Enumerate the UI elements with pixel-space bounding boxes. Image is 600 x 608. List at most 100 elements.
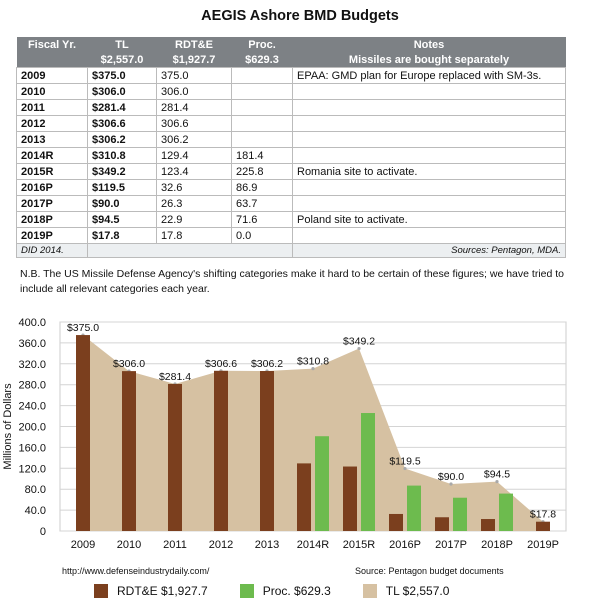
proc-bar (499, 493, 513, 531)
table-header-row: Fiscal Yr. TL RDT&E Proc. Notes (16, 37, 566, 52)
budget-chart: 0 40.0 80.0 120.0 160.0 200.0 240.0 280.0 320.0 3… (2, 317, 567, 551)
rdte-bar (122, 371, 136, 531)
cell-rdte: 129.4 (156, 147, 232, 164)
rdte-bar (260, 371, 274, 531)
table-row: 2016P $119.5 32.6 86.9 (16, 179, 566, 196)
table-footer-right: Sources: Pentagon, MDA. (292, 243, 566, 258)
rdte-bar (343, 466, 357, 531)
tl-point (495, 480, 499, 484)
x-tick-label: 2016P (389, 539, 421, 551)
tl-data-label: $310.8 (297, 356, 329, 368)
table-row: 2018P $94.5 22.9 71.6 Poland site to activat… (16, 211, 566, 228)
source-credit: Source: Pentagon budget documents (355, 566, 504, 576)
tl-point (357, 346, 361, 351)
cell-proc: 71.6 (231, 211, 293, 228)
legend-item-proc: Proc. $629.3 (239, 584, 331, 598)
header-rdte: RDT&E (156, 37, 232, 52)
tl-point (403, 466, 407, 471)
table-totals-row: $2,557.0 $1,927.7 $629.3 Missiles are bo… (16, 52, 566, 68)
cell-proc (231, 67, 293, 84)
cell-note (292, 195, 566, 212)
proc-bar (315, 436, 329, 531)
cell-fy: 2013 (16, 131, 88, 148)
cell-rdte: 17.8 (156, 227, 232, 244)
legend-label-rdte: RDT&E $1,927.7 (117, 584, 208, 598)
cell-proc: 86.9 (231, 179, 293, 196)
tl-data-label: $281.4 (159, 371, 191, 383)
cell-rdte: 306.0 (156, 83, 232, 100)
cell-tl: $349.2 (87, 163, 157, 180)
cell-proc (231, 115, 293, 132)
x-tick-label: 2019P (527, 539, 559, 551)
total-tl: $2,557.0 (87, 52, 157, 68)
header-notes: Notes (292, 37, 566, 52)
x-tick-label: 2017P (435, 539, 467, 551)
cell-proc: 225.8 (231, 163, 293, 180)
cell-fy: 2017P (16, 195, 88, 212)
tl-data-label: $119.5 (389, 456, 420, 468)
x-tick-label: 2009 (71, 539, 95, 551)
tl-data-label: $375.0 (67, 322, 99, 334)
y-tick-label: 320.0 (18, 359, 46, 371)
y-tick-label: 0 (40, 526, 46, 538)
page-title: AEGIS Ashore BMD Budgets (201, 8, 399, 24)
cell-proc (231, 131, 293, 148)
header-proc: Proc. (231, 37, 293, 52)
rdte-bar (297, 463, 311, 531)
cell-note: Romania site to activate. (292, 163, 566, 180)
proc-bar (453, 497, 467, 531)
cell-note (292, 179, 566, 196)
cell-tl: $94.5 (87, 211, 157, 228)
x-tick-label: 2018P (481, 539, 513, 551)
proc-bar (407, 485, 421, 531)
cell-fy: 2014R (16, 147, 88, 164)
budget-table: Fiscal Yr. TL RDT&E Proc. Notes $2,557.0… (16, 37, 566, 258)
legend-swatch-rdte (94, 584, 108, 598)
cell-rdte: 306.6 (156, 115, 232, 132)
tl-data-label: $349.2 (343, 336, 375, 348)
cell-note: Poland site to activate. (292, 211, 566, 228)
rdte-bar (536, 521, 550, 531)
y-tick-label: 200.0 (18, 422, 46, 434)
chart-legend: RDT&E $1,927.7 Proc. $629.3 TL $2,557.0 (94, 584, 594, 598)
legend-item-rdte: RDT&E $1,927.7 (94, 584, 208, 598)
x-tick-label: 2010 (117, 539, 141, 551)
tl-data-label: $306.6 (205, 358, 237, 370)
tl-point (449, 482, 453, 486)
cell-tl: $17.8 (87, 227, 157, 244)
x-tick-label: 2012 (209, 539, 233, 551)
cell-tl: $306.6 (87, 115, 157, 132)
total-proc: $629.3 (231, 52, 293, 68)
rdte-bar (168, 383, 182, 531)
x-tick-label: 2014R (297, 539, 329, 551)
cell-note (292, 227, 566, 244)
source-url: http://www.defenseindustrydaily.com/ (62, 566, 210, 576)
legend-swatch-tl (362, 584, 377, 598)
legend-swatch-proc (239, 584, 254, 598)
cell-rdte: 26.3 (156, 195, 232, 212)
cell-tl: $306.2 (87, 131, 157, 148)
cell-note: EPAA: GMD plan for Europe replaced with … (292, 67, 566, 84)
cell-rdte: 281.4 (156, 99, 232, 116)
y-tick-label: 40.0 (25, 505, 46, 517)
cell-fy: 2009 (16, 67, 88, 84)
table-row: 2012 $306.6 306.6 (16, 115, 566, 132)
cell-tl: $306.0 (87, 83, 157, 100)
tl-data-label: $94.5 (484, 469, 510, 481)
table-body: 2009 $375.0 375.0 EPAA: GMD plan for Europe… (16, 67, 566, 258)
cell-fy: 2012 (16, 115, 88, 132)
tl-point (311, 367, 315, 371)
table-row: 2011 $281.4 281.4 (16, 99, 566, 116)
cell-rdte: 32.6 (156, 179, 232, 196)
table-row: 2019P $17.8 17.8 0.0 (16, 227, 566, 244)
tl-data-label: $306.0 (113, 358, 145, 370)
cell-note (292, 131, 566, 148)
cell-proc (231, 99, 293, 116)
y-tick-label: 160.0 (18, 442, 46, 454)
table-footer-row: DID 2014. Sources: Pentagon, MDA. (16, 243, 566, 258)
proc-bar (361, 413, 375, 531)
cell-proc: 0.0 (231, 227, 293, 244)
cell-proc (231, 83, 293, 100)
total-empty (16, 52, 88, 68)
table-row: 2009 $375.0 375.0 EPAA: GMD plan for Europe… (16, 67, 566, 84)
